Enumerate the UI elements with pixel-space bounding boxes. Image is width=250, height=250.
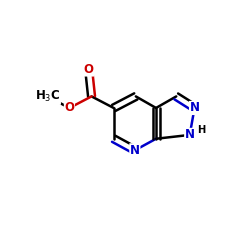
Text: N: N [185, 128, 195, 141]
Text: N: N [130, 144, 140, 157]
Text: O: O [64, 102, 74, 114]
Text: O: O [84, 63, 94, 76]
Text: N: N [190, 102, 200, 114]
Text: H$_3$C: H$_3$C [34, 89, 60, 104]
Text: H: H [197, 125, 205, 135]
